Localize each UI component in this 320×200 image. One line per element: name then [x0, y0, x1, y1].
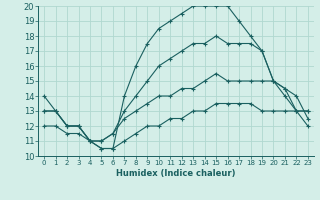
X-axis label: Humidex (Indice chaleur): Humidex (Indice chaleur): [116, 169, 236, 178]
